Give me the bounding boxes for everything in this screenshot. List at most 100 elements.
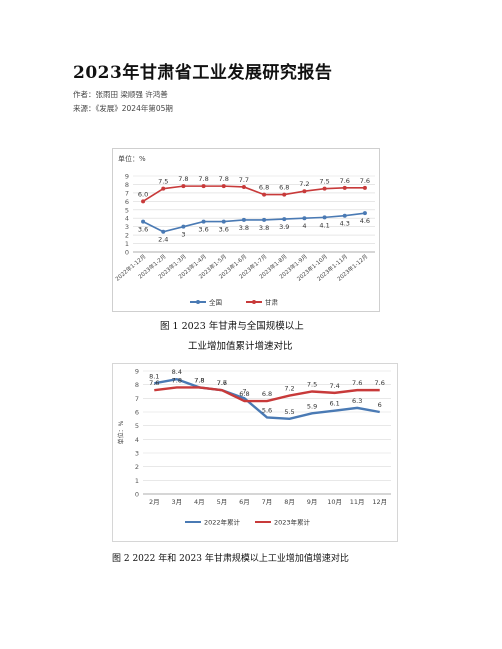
data-point <box>322 186 327 191</box>
data-label: 8.4 <box>172 368 182 376</box>
figure-1-caption-line-1: 图 1 2023 年甘肃与全国规模以上 <box>160 321 304 332</box>
data-label: 3.9 <box>279 223 289 231</box>
data-label: 8.1 <box>149 372 159 380</box>
data-point <box>282 192 287 197</box>
data-label: 2.4 <box>158 236 168 244</box>
x-tick-label: 5月 <box>217 498 228 506</box>
data-label: 7.7 <box>239 176 249 184</box>
data-point <box>241 217 246 222</box>
data-label: 7.2 <box>299 180 309 188</box>
data-label: 7.8 <box>194 376 204 384</box>
figure-1-caption-line-2: 工业增加值累计增速对比 <box>188 341 293 352</box>
data-label: 7.8 <box>219 175 229 183</box>
data-label: 7.6 <box>340 177 350 185</box>
data-point <box>362 185 367 190</box>
x-tick-label: 6月 <box>239 498 250 506</box>
series-line-1 <box>154 377 380 421</box>
data-label: 7.4 <box>329 382 339 390</box>
y-tick-label: 2 <box>125 232 129 240</box>
legend-marker <box>252 300 256 304</box>
document-title: 2023年甘肃省工业发展研究报告 <box>73 63 333 83</box>
data-point <box>282 217 287 222</box>
data-point <box>362 211 367 216</box>
data-point <box>221 219 226 224</box>
data-label: 6 <box>378 401 382 409</box>
data-point <box>141 219 146 224</box>
data-point <box>342 213 347 218</box>
data-label: 6.0 <box>138 190 148 198</box>
y-tick-label: 1 <box>135 477 139 485</box>
data-point <box>161 186 166 191</box>
data-label: 3.6 <box>219 226 229 234</box>
data-label: 7.5 <box>158 178 168 186</box>
data-label: 7.5 <box>319 178 329 186</box>
data-point <box>201 184 206 189</box>
author-line: 作者：张雨田 梁顺强 许鸿善 <box>73 90 168 99</box>
data-label: 3.6 <box>198 226 208 234</box>
data-label: 6.3 <box>352 397 362 405</box>
data-point <box>241 184 246 189</box>
data-label: 6.8 <box>279 184 289 192</box>
data-point <box>161 229 166 234</box>
y-tick-label: 6 <box>125 198 129 206</box>
data-label: 7.6 <box>360 177 370 185</box>
data-point <box>322 215 327 220</box>
legend-label: 2023年累计 <box>274 518 311 527</box>
x-tick-label: 4月 <box>194 498 205 506</box>
x-tick-label: 2月 <box>149 498 160 506</box>
series-line-1 <box>142 212 366 233</box>
data-label: 3 <box>181 231 185 239</box>
legend-label: 甘肃 <box>265 298 279 307</box>
y-tick-label: 9 <box>125 173 129 181</box>
y-tick-label: 3 <box>125 223 129 231</box>
source-line: 来源：《发展》2024年第05期 <box>73 104 173 113</box>
data-label: 7.6 <box>352 379 362 387</box>
data-label: 7.8 <box>178 175 188 183</box>
chart-1: 01234567892022年1-12月2023年1-2月2023年1-3月20… <box>114 154 375 307</box>
x-tick-label: 10月 <box>327 498 342 506</box>
y-tick-label: 2 <box>135 463 139 471</box>
data-label: 4 <box>302 222 306 230</box>
data-label: 7.7 <box>217 379 227 387</box>
data-label: 5.6 <box>262 406 272 414</box>
chart-1-container: 0 1 2 3 4 5 6 7 8 9 2022年1-12月 2023年1-2月 2023年1-3月 20… <box>112 148 380 312</box>
chart-2-container: 0 1 2 3 4 5 6 7 8 9 2月 3月 4月 5月 6月 7月 8月 9月 10月 11月 12月 单位：% 8… <box>112 363 398 542</box>
data-label: 7.8 <box>194 376 204 384</box>
unit-label: 单位：% <box>118 154 146 163</box>
data-point <box>181 184 186 189</box>
x-tick-label: 11月 <box>350 498 365 506</box>
data-label: 5.9 <box>307 402 317 410</box>
y-tick-label: 5 <box>125 206 129 214</box>
x-tick-label: 3月 <box>171 498 182 506</box>
data-label: 7.6 <box>149 379 159 387</box>
data-label: 6.1 <box>329 400 339 408</box>
data-label: 7.6 <box>217 379 227 387</box>
series-line-2 <box>154 386 380 403</box>
legend-label: 全国 <box>209 298 222 307</box>
data-label: 5.5 <box>284 408 294 416</box>
data-label: 7.6 <box>375 379 385 387</box>
x-tick-label: 7月 <box>262 498 273 506</box>
y-tick-label: 1 <box>125 240 129 248</box>
data-label: 7.2 <box>284 385 294 393</box>
y-tick-label: 8 <box>135 381 139 389</box>
data-label: 7 <box>242 387 246 395</box>
x-tick-label: 12月 <box>372 498 387 506</box>
figure-2-caption: 图 2 2022 年和 2023 年甘肃规模以上工业增加值增速对比 <box>112 554 349 564</box>
y-tick-label: 8 <box>125 181 129 189</box>
data-label: 3.8 <box>239 224 249 232</box>
y-tick-label: 0 <box>125 249 129 257</box>
y-tick-label: 4 <box>135 436 139 444</box>
data-label: 7.8 <box>198 175 208 183</box>
y-tick-label: 5 <box>135 422 139 430</box>
chart-2: 0 1 2 3 4 5 6 7 8 9 2月 3月 4月 5月 6月 7月 8月 9月 10月 11月 12月 单位：% 8… <box>117 368 391 527</box>
data-point <box>141 199 146 204</box>
data-label: 7.5 <box>307 381 317 389</box>
data-label: 3.6 <box>138 226 148 234</box>
data-point <box>342 185 347 190</box>
x-tick-label: 9月 <box>307 498 318 506</box>
data-label: 4.3 <box>340 220 350 228</box>
y-tick-label: 6 <box>135 409 139 417</box>
y-tick-label: 3 <box>135 450 139 458</box>
y-tick-label: 4 <box>125 215 129 223</box>
